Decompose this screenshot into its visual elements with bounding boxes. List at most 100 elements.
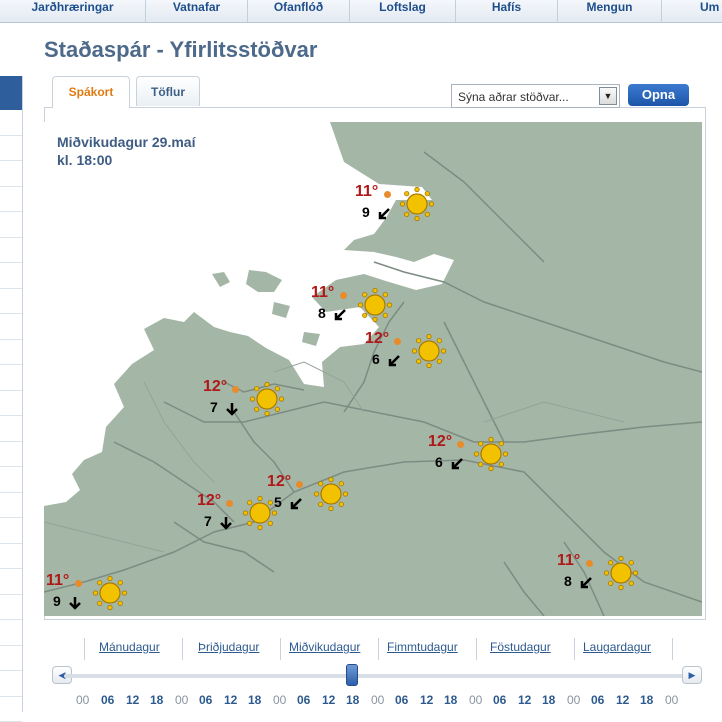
left-panel-row[interactable] (0, 569, 22, 595)
station-dot (75, 580, 82, 587)
station-temperature: 11° (355, 183, 378, 201)
left-panel-row[interactable] (0, 314, 22, 340)
arrow-down-left-icon (289, 497, 303, 511)
station-temperature: 12° (197, 492, 221, 510)
left-panel-row[interactable] (0, 391, 22, 417)
sun-icon (399, 186, 435, 222)
left-panel-header (0, 76, 22, 110)
hour-label[interactable]: 06 (591, 693, 604, 707)
station-dot (394, 338, 401, 345)
nav-item-mengun[interactable]: Mengun (558, 0, 662, 22)
day-link-laugardagur[interactable]: Laugardagur (583, 640, 651, 654)
left-panel-row[interactable] (0, 671, 22, 697)
hour-label[interactable]: 06 (493, 693, 506, 707)
hour-label[interactable]: 12 (224, 693, 237, 707)
hour-label[interactable]: 18 (444, 693, 457, 707)
hour-label[interactable]: 06 (395, 693, 408, 707)
left-panel-row[interactable] (0, 442, 22, 468)
hour-label[interactable]: 06 (101, 693, 114, 707)
left-panel-row[interactable] (0, 620, 22, 646)
day-link-manudagur[interactable]: Mánudagur (99, 640, 160, 654)
left-panel-row[interactable] (0, 467, 22, 493)
station-dot (296, 481, 303, 488)
hour-label-selected[interactable]: 18 (346, 693, 359, 707)
station-wind-speed: 7 (204, 513, 212, 529)
left-panel-row[interactable] (0, 161, 22, 187)
station-wind-speed: 7 (210, 399, 218, 415)
station-temperature: 11° (557, 552, 580, 570)
arrow-down-icon (225, 402, 239, 416)
tab-spakort[interactable]: Spákort (52, 76, 130, 108)
left-panel-row[interactable] (0, 595, 22, 621)
arrow-down-left-icon (387, 354, 401, 368)
hour-label[interactable]: 00 (469, 693, 482, 707)
day-link-midvikudagur[interactable]: Miðvikudagur (289, 640, 360, 654)
left-panel-row[interactable] (0, 289, 22, 315)
left-panel-row[interactable] (0, 136, 22, 162)
left-panel-row[interactable] (0, 646, 22, 672)
sun-icon (92, 575, 128, 611)
left-panel-row[interactable] (0, 365, 22, 391)
left-panel-row[interactable] (0, 697, 22, 722)
nav-item-loftslag[interactable]: Loftslag (350, 0, 456, 22)
day-link-fimmtudagur[interactable]: Fimmtudagur (387, 640, 458, 654)
arrow-down-icon (68, 596, 82, 610)
day-separator (280, 638, 281, 660)
timeline-next-button[interactable]: ▶ (682, 666, 702, 684)
hour-label[interactable]: 12 (126, 693, 139, 707)
day-link-fostudagur[interactable]: Föstudagur (490, 640, 551, 654)
hour-label[interactable]: 18 (248, 693, 261, 707)
left-panel-row[interactable] (0, 544, 22, 570)
hour-label[interactable]: 12 (420, 693, 433, 707)
nav-item-jardhraeringar[interactable]: Jarðhræringar (0, 0, 146, 22)
left-panel-row[interactable] (0, 212, 22, 238)
left-panel-row[interactable] (0, 493, 22, 519)
left-panel-row[interactable] (0, 110, 22, 136)
hour-label[interactable]: 18 (542, 693, 555, 707)
time-slider-panel: Mánudagur Þriðjudagur Miðvikudagur Fimmt… (44, 622, 706, 712)
hour-label[interactable]: 00 (76, 693, 89, 707)
day-separator (182, 638, 183, 660)
left-panel-row[interactable] (0, 263, 22, 289)
nav-item-ofanflod[interactable]: Ofanflóð (248, 0, 350, 22)
chevron-down-icon[interactable]: ▼ (599, 87, 617, 105)
left-side-panel (0, 76, 23, 712)
left-panel-row[interactable] (0, 187, 22, 213)
station-wind-speed: 8 (318, 305, 326, 321)
station-dot (384, 191, 391, 198)
left-panel-row[interactable] (0, 340, 22, 366)
timeline-thumb[interactable] (346, 664, 358, 686)
hour-label[interactable]: 18 (640, 693, 653, 707)
hour-label[interactable]: 00 (371, 693, 384, 707)
forecast-date: Miðvikudagur 29.maí (57, 133, 195, 151)
hour-label[interactable]: 12 (518, 693, 531, 707)
hour-label[interactable]: 06 (199, 693, 212, 707)
hour-label[interactable]: 06 (297, 693, 310, 707)
sun-icon (249, 381, 285, 417)
nav-item-vatnafar[interactable]: Vatnafar (146, 0, 248, 22)
hour-label[interactable]: 18 (150, 693, 163, 707)
nav-item-um[interactable]: Um (662, 0, 722, 22)
hour-label[interactable]: 12 (322, 693, 335, 707)
timeline-track[interactable] (64, 674, 684, 678)
station-temperature: 12° (365, 330, 389, 348)
sun-icon (411, 333, 447, 369)
station-select[interactable]: Sýna aðrar stöðvar... ▼ (451, 84, 620, 108)
left-panel-row[interactable] (0, 518, 22, 544)
day-link-thridjudagur[interactable]: Þriðjudagur (198, 640, 259, 654)
hour-label[interactable]: 00 (273, 693, 286, 707)
open-button[interactable]: Opna (628, 84, 689, 106)
hour-label[interactable]: 12 (616, 693, 629, 707)
nav-item-hafis[interactable]: Hafís (456, 0, 558, 22)
left-panel-row[interactable] (0, 238, 22, 264)
station-temperature: 12° (428, 433, 452, 451)
hour-label[interactable]: 00 (175, 693, 188, 707)
hour-label[interactable]: 00 (567, 693, 580, 707)
day-separator (84, 638, 85, 660)
sun-icon (313, 476, 349, 512)
station-temperature: 12° (203, 378, 227, 396)
top-navigation: Jarðhræringar Vatnafar Ofanflóð Loftslag… (0, 0, 722, 23)
left-panel-row[interactable] (0, 416, 22, 442)
hour-label[interactable]: 00 (665, 693, 678, 707)
tab-toflur[interactable]: Töflur (136, 76, 200, 106)
